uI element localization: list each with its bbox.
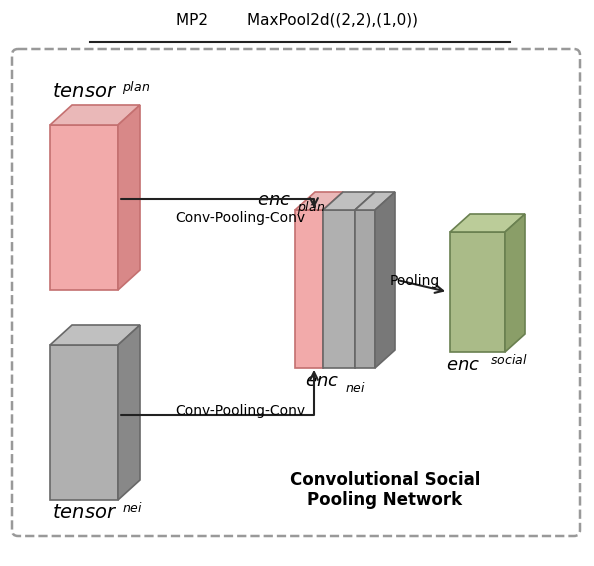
Polygon shape bbox=[355, 210, 375, 368]
Polygon shape bbox=[375, 192, 395, 368]
Polygon shape bbox=[323, 210, 355, 368]
Text: Pooling: Pooling bbox=[390, 274, 440, 288]
Polygon shape bbox=[505, 214, 525, 352]
Polygon shape bbox=[50, 325, 140, 345]
Polygon shape bbox=[323, 192, 343, 368]
Text: $\mathit{tensor}$: $\mathit{tensor}$ bbox=[52, 504, 117, 522]
Polygon shape bbox=[323, 192, 375, 210]
Polygon shape bbox=[450, 214, 525, 232]
Text: Conv-Pooling-Conv: Conv-Pooling-Conv bbox=[175, 211, 305, 225]
Polygon shape bbox=[118, 105, 140, 290]
FancyBboxPatch shape bbox=[12, 49, 580, 536]
Text: $\mathit{enc}$: $\mathit{enc}$ bbox=[446, 356, 480, 374]
Polygon shape bbox=[295, 192, 343, 210]
Polygon shape bbox=[118, 325, 140, 500]
Text: $\mathit{nei}$: $\mathit{nei}$ bbox=[122, 501, 143, 515]
Polygon shape bbox=[50, 105, 140, 125]
Text: Convolutional Social
Pooling Network: Convolutional Social Pooling Network bbox=[290, 470, 480, 509]
Text: $\mathit{enc}$: $\mathit{enc}$ bbox=[257, 191, 291, 209]
Text: $\mathit{plan}$: $\mathit{plan}$ bbox=[297, 199, 325, 216]
Polygon shape bbox=[355, 192, 395, 210]
Text: MP2        MaxPool2d((2,2),(1,0)): MP2 MaxPool2d((2,2),(1,0)) bbox=[176, 12, 418, 28]
Text: $\mathit{social}$: $\mathit{social}$ bbox=[490, 353, 527, 367]
Polygon shape bbox=[50, 125, 118, 290]
Text: $\mathit{plan}$: $\mathit{plan}$ bbox=[122, 79, 150, 96]
Text: $\mathit{nei}$: $\mathit{nei}$ bbox=[345, 381, 366, 395]
Text: $\mathit{enc}$: $\mathit{enc}$ bbox=[305, 372, 339, 390]
Polygon shape bbox=[50, 345, 118, 500]
Polygon shape bbox=[295, 210, 323, 368]
Text: Conv-Pooling-Conv: Conv-Pooling-Conv bbox=[175, 404, 305, 418]
Polygon shape bbox=[355, 192, 375, 368]
Text: $\mathit{tensor}$: $\mathit{tensor}$ bbox=[52, 83, 117, 101]
Polygon shape bbox=[450, 232, 505, 352]
